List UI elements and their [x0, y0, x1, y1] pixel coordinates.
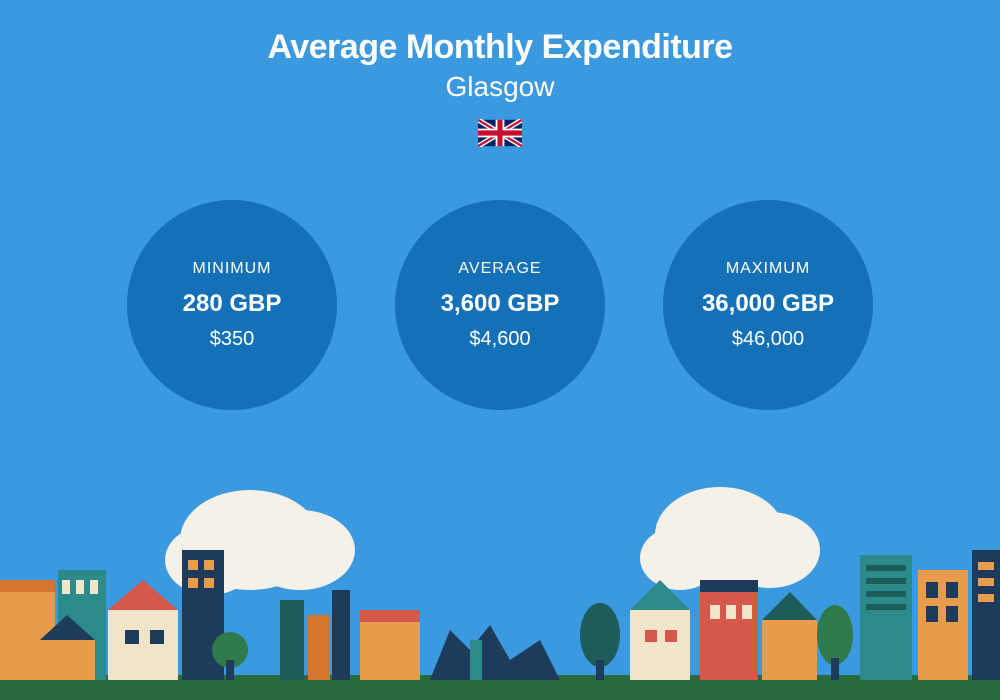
stat-usd: $350: [210, 328, 255, 351]
stat-label: AVERAGE: [458, 260, 541, 278]
stat-circles-row: MINIMUM 280 GBP $350 AVERAGE 3,600 GBP $…: [0, 200, 1000, 410]
page-title: Average Monthly Expenditure: [0, 28, 1000, 67]
cityscape-illustration: [0, 480, 1000, 700]
stat-usd: $46,000: [732, 328, 804, 351]
city-subtitle: Glasgow: [0, 71, 1000, 103]
stat-circle-minimum: MINIMUM 280 GBP $350: [127, 200, 337, 410]
stat-label: MINIMUM: [193, 260, 272, 278]
stat-usd: $4,600: [469, 328, 530, 351]
stat-circle-maximum: MAXIMUM 36,000 GBP $46,000: [663, 200, 873, 410]
header: Average Monthly Expenditure Glasgow: [0, 28, 1000, 147]
stat-value: 280 GBP: [183, 290, 282, 318]
stat-value: 3,600 GBP: [441, 290, 560, 318]
stat-label: MAXIMUM: [726, 260, 810, 278]
stat-value: 36,000 GBP: [702, 290, 834, 318]
stat-circle-average: AVERAGE 3,600 GBP $4,600: [395, 200, 605, 410]
uk-flag-icon: [478, 119, 522, 147]
infographic-canvas: Average Monthly Expenditure Glasgow MINI…: [0, 0, 1000, 700]
